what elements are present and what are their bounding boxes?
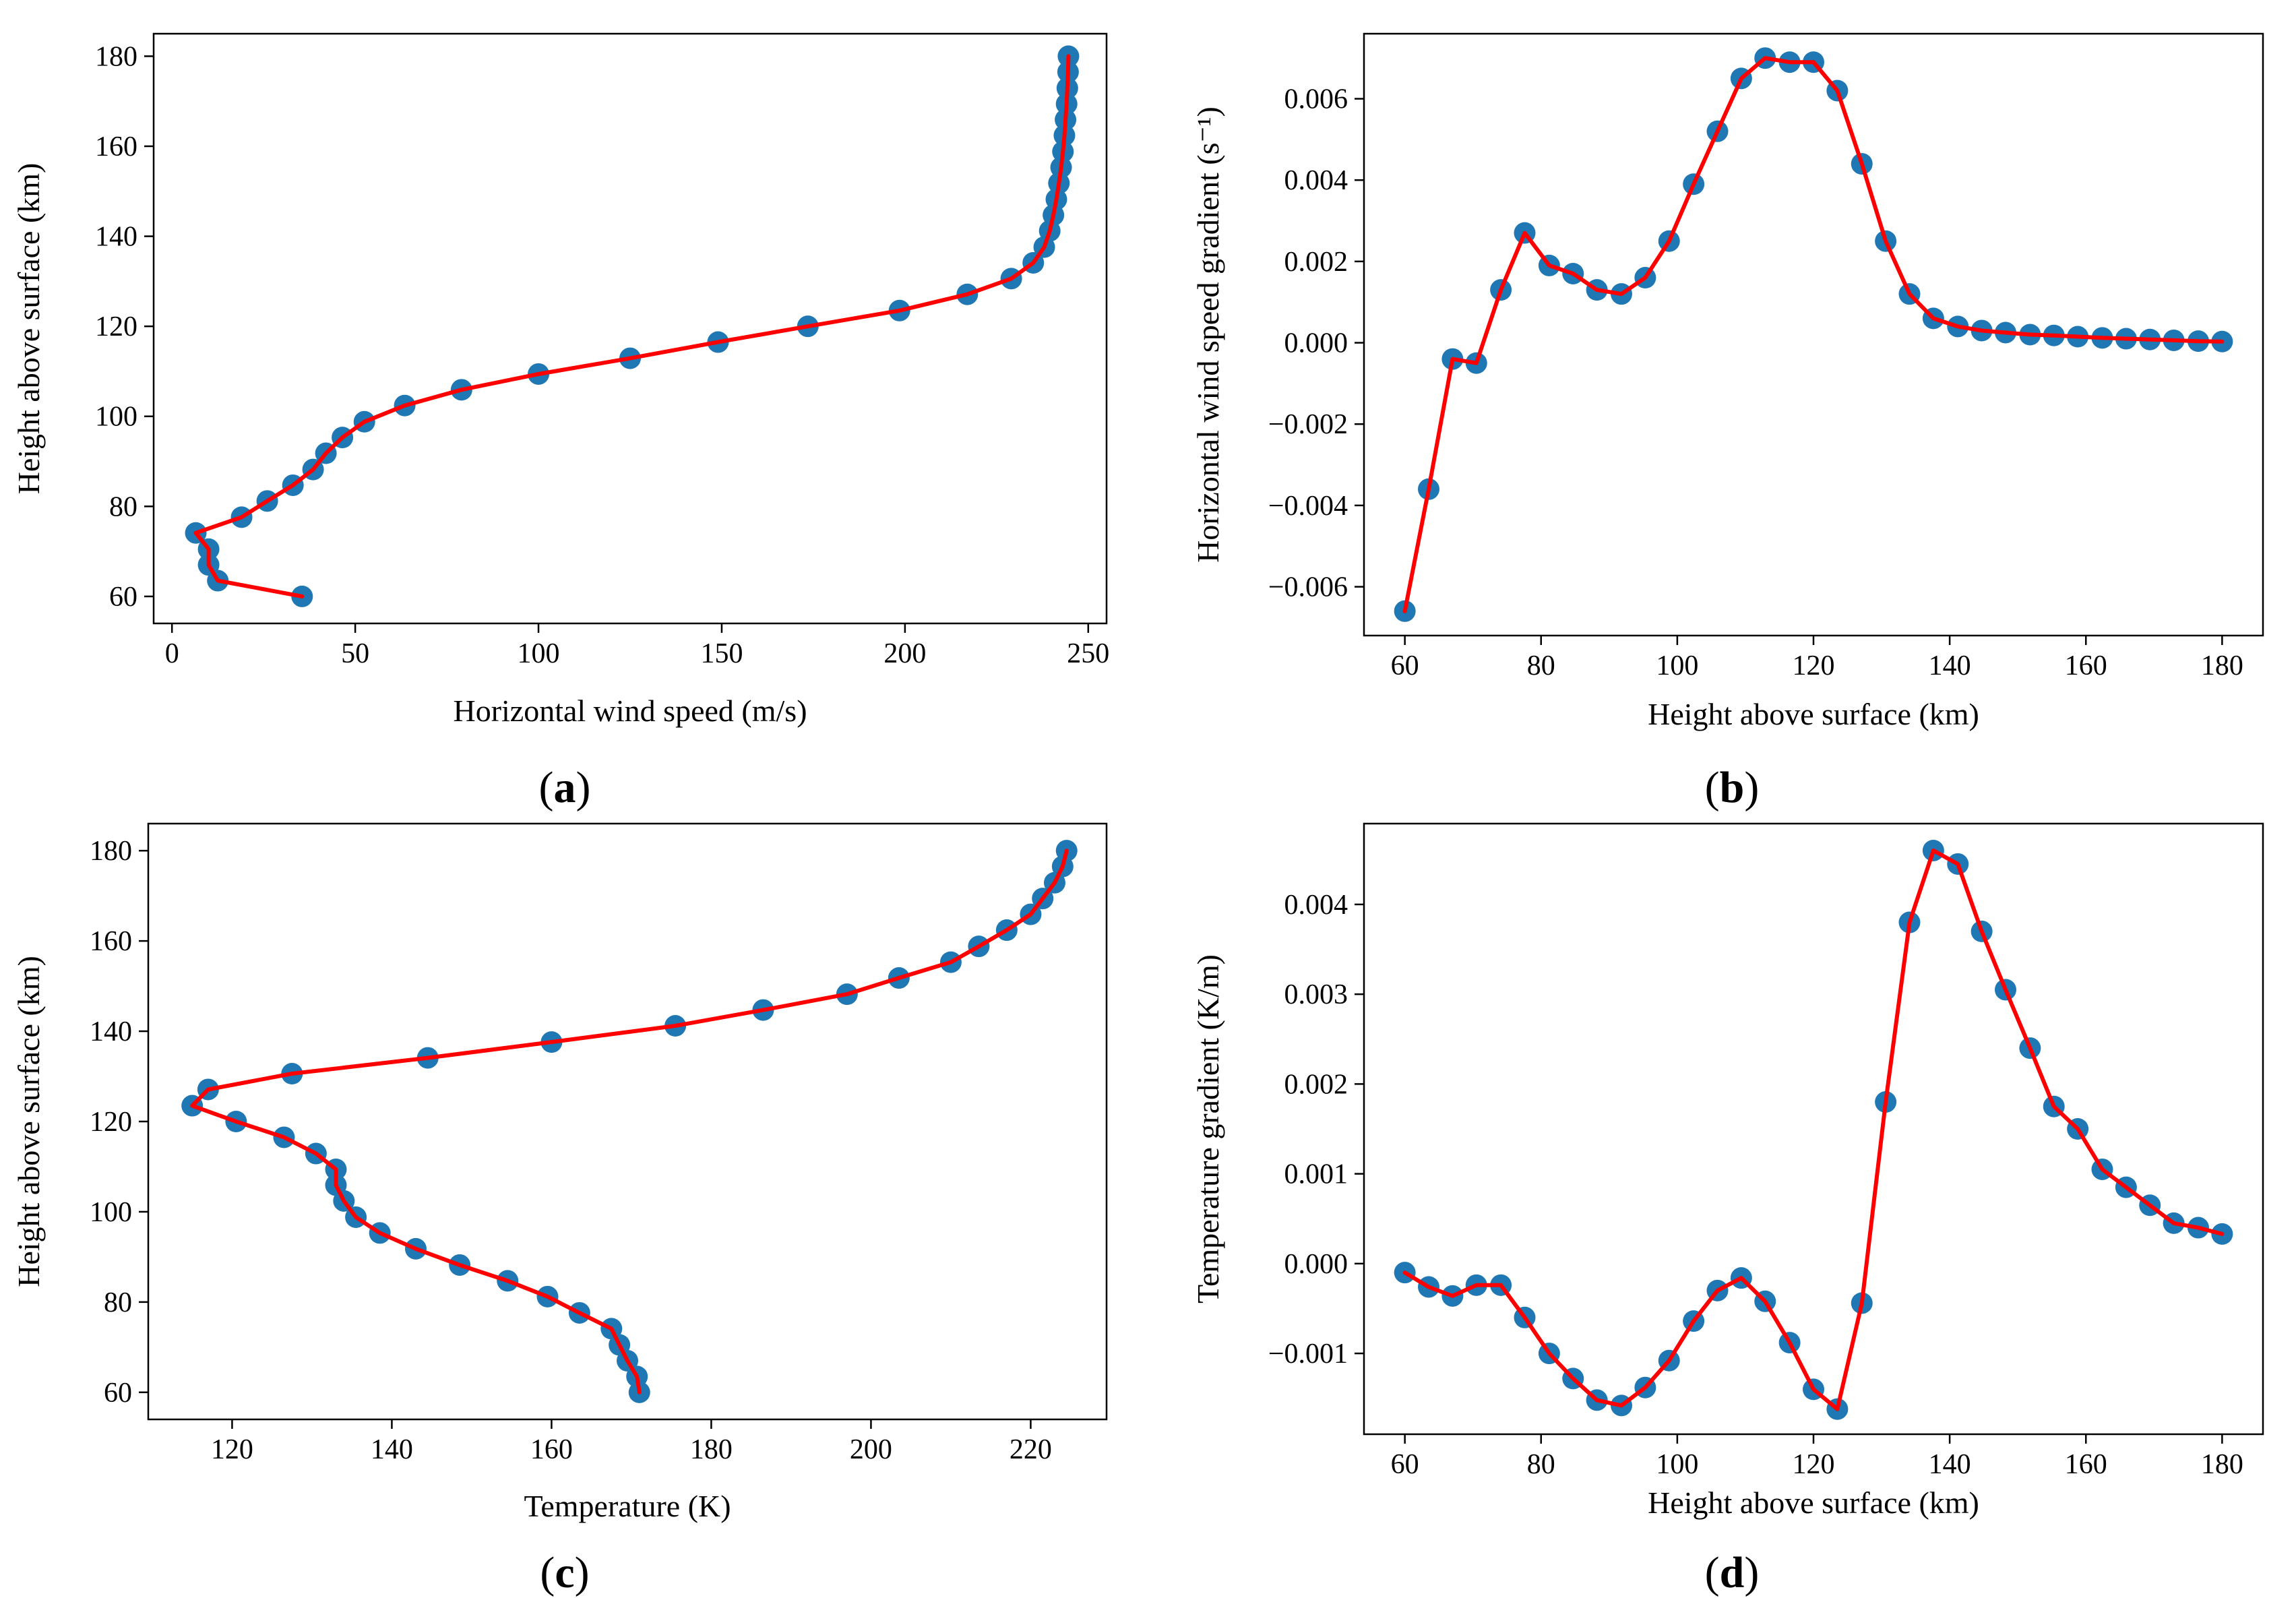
x-tick-label: 150 xyxy=(700,638,743,669)
y-tick-label: 0.002 xyxy=(1284,1069,1348,1100)
panel-label-open: ( xyxy=(539,763,554,812)
x-tick-label: 160 xyxy=(530,1434,573,1465)
x-tick-label: 100 xyxy=(1656,1449,1698,1480)
panel-label: (a) xyxy=(539,763,591,812)
panel-a: 0 50 100 150 200 250 60 80 100 120 140 160 180 Horizo… xyxy=(11,32,1109,812)
x-tick-label: 120 xyxy=(1793,1449,1835,1480)
y-tick-label: 80 xyxy=(109,491,137,522)
x-tick-label: 180 xyxy=(2201,1449,2243,1480)
plot-frame xyxy=(147,822,1108,1421)
x-axis-title: Height above surface (km) xyxy=(1648,697,1979,731)
y-tick-label: 180 xyxy=(95,41,137,72)
panel-label-close: ) xyxy=(1744,1548,1759,1597)
plot-frame xyxy=(152,32,1108,625)
plot-frame xyxy=(1363,32,2264,637)
y-tick-label: 140 xyxy=(90,1016,132,1047)
x-tick-label: 140 xyxy=(371,1434,413,1465)
y-tick-label: −0.006 xyxy=(1268,572,1348,603)
y-tick-label: 0.006 xyxy=(1284,84,1348,115)
y-tick-label: 0.002 xyxy=(1284,247,1348,278)
x-tick-label: 120 xyxy=(211,1434,253,1465)
y-tick-label: 0.004 xyxy=(1284,165,1348,196)
x-tick-label: 200 xyxy=(850,1434,892,1465)
panel-label-open: ( xyxy=(1705,763,1720,812)
y-tick-label: 100 xyxy=(95,402,137,433)
y-tick-label: 160 xyxy=(90,926,132,957)
x-tick-label: 140 xyxy=(1929,650,1971,681)
y-tick-label: 0.004 xyxy=(1284,890,1348,921)
y-tick-label: 0.000 xyxy=(1284,328,1348,359)
y-tick-label: 120 xyxy=(95,311,137,342)
y-tick-label: 0.000 xyxy=(1284,1249,1348,1280)
y-tick-label: 100 xyxy=(90,1197,132,1228)
y-tick-label: 80 xyxy=(104,1287,132,1318)
panel-label-open: ( xyxy=(540,1548,555,1597)
y-axis-title: Temperature gradient (K/m) xyxy=(1191,954,1225,1303)
x-tick-label: 80 xyxy=(1527,650,1555,681)
series-line xyxy=(190,849,1069,1394)
y-tick-label: 120 xyxy=(90,1107,132,1138)
panel-label-letter: a xyxy=(554,763,576,812)
plot-frame xyxy=(1363,822,2264,1436)
x-axis-title: Temperature (K) xyxy=(524,1489,731,1523)
panel-label-letter: c xyxy=(555,1548,574,1597)
y-axis-title: Height above surface (km) xyxy=(11,163,46,495)
x-tick-label: 140 xyxy=(1929,1449,1971,1480)
y-tick-label: 140 xyxy=(95,222,137,253)
y-tick-label: 0.003 xyxy=(1284,979,1348,1010)
x-axis-title: Horizontal wind speed (m/s) xyxy=(453,694,807,728)
x-tick-label: 120 xyxy=(1793,650,1835,681)
panel-label-close: ) xyxy=(1744,763,1759,812)
y-tick-label: 60 xyxy=(104,1378,132,1409)
panel-label-letter: d xyxy=(1720,1548,1745,1597)
x-tick-label: 50 xyxy=(341,638,369,669)
x-tick-label: 100 xyxy=(1656,650,1698,681)
series-line xyxy=(1402,849,2225,1411)
y-tick-label: −0.001 xyxy=(1268,1339,1348,1370)
panel-d: 60 80 100 120 140 160 180 −0.001 0.000 0.001 0.002… xyxy=(1191,822,2264,1597)
x-tick-label: 250 xyxy=(1067,638,1109,669)
x-axis-title: Height above surface (km) xyxy=(1648,1485,1979,1520)
y-tick-label: 180 xyxy=(90,836,132,867)
x-tick-label: 100 xyxy=(518,638,560,669)
series-line xyxy=(193,54,1071,598)
x-tick-label: 200 xyxy=(883,638,926,669)
panel-label: (d) xyxy=(1705,1548,1760,1597)
y-tick-label: 0.001 xyxy=(1284,1159,1348,1190)
x-tick-label: 60 xyxy=(1391,1449,1419,1480)
panel-b: 60 80 100 120 140 160 180 −0.006 −0.004 −0.002 0.0… xyxy=(1191,32,2264,812)
y-axis-title: Horizontal wind speed gradient (s⁻¹) xyxy=(1191,106,1225,563)
x-tick-label: 180 xyxy=(2201,650,2243,681)
y-tick-label: 60 xyxy=(109,582,137,613)
y-axis-title: Height above surface (km) xyxy=(11,956,46,1287)
x-tick-label: 180 xyxy=(690,1434,733,1465)
series-line xyxy=(1402,56,2225,613)
panel-c: 120 140 160 180 200 220 60 80 100 120 140 160 180 Tem… xyxy=(11,822,1108,1597)
y-tick-label: −0.004 xyxy=(1268,491,1348,522)
panel-label-close: ) xyxy=(576,763,591,812)
x-tick-label: 0 xyxy=(165,638,179,669)
x-tick-label: 60 xyxy=(1391,650,1419,681)
y-tick-label: 160 xyxy=(95,131,137,162)
x-tick-label: 80 xyxy=(1527,1449,1555,1480)
panel-label: (b) xyxy=(1705,763,1760,812)
panel-label-close: ) xyxy=(575,1548,590,1597)
x-tick-label: 220 xyxy=(1010,1434,1052,1465)
x-tick-label: 160 xyxy=(2065,1449,2107,1480)
panel-label: (c) xyxy=(540,1548,589,1597)
x-tick-label: 160 xyxy=(2065,650,2107,681)
panel-label-letter: b xyxy=(1720,763,1745,812)
y-tick-label: −0.002 xyxy=(1268,409,1348,440)
panel-label-open: ( xyxy=(1705,1548,1720,1597)
